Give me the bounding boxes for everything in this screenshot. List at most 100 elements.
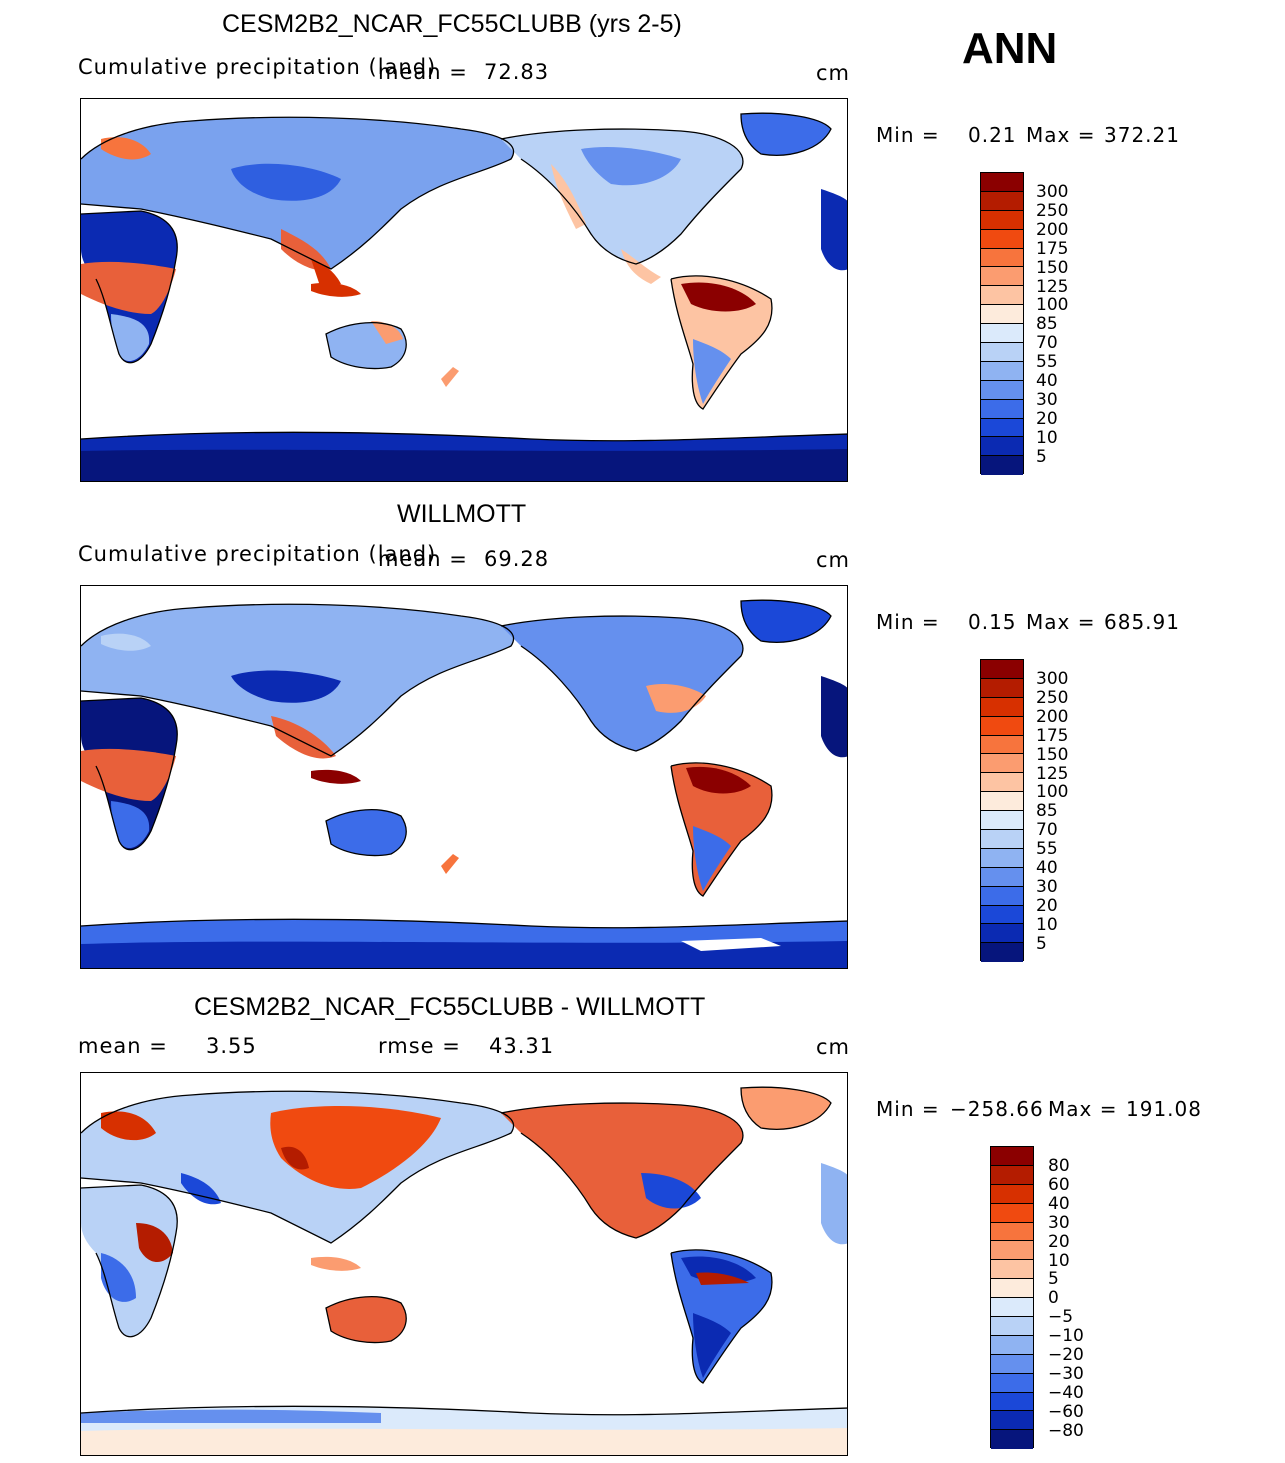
colorbar-diff-tick-label: −20 [1048, 1345, 1084, 1365]
colorbar-abs-tick-label: 250 [1036, 687, 1069, 708]
colorbar-abs-swatch [981, 399, 1023, 419]
colorbar-abs-tick-label: 40 [1036, 371, 1058, 391]
colorbar-diff-tick-label: 10 [1048, 1250, 1070, 1271]
colorbar-diff-tick-label: 20 [1048, 1231, 1070, 1252]
colorbar-abs-tick-label: 30 [1036, 389, 1058, 410]
panel2-colorbar [980, 659, 1024, 963]
colorbar-diff-tick-label: −30 [1048, 1363, 1084, 1384]
panel1-min-label: Min = [876, 123, 940, 147]
colorbar-diff-swatch [991, 1147, 1033, 1166]
colorbar-diff-swatch [991, 1430, 1033, 1450]
colorbar-abs-tick-label: 5 [1036, 933, 1047, 954]
colorbar-abs-tick-label: 10 [1036, 427, 1058, 448]
colorbar-diff-swatch [991, 1241, 1033, 1261]
colorbar-abs-tick-label: 5 [1036, 446, 1047, 467]
colorbar-abs-swatch [981, 437, 1023, 457]
colorbar-abs-swatch [981, 456, 1023, 476]
panel1-units: cm [816, 61, 851, 85]
colorbar-diff-tick-label: −80 [1048, 1420, 1084, 1441]
panel1-map [80, 98, 848, 482]
colorbar-diff-swatch [991, 1298, 1033, 1318]
panel3-max-value: 191.08 [1126, 1097, 1202, 1121]
north-america [501, 129, 743, 264]
panel2-max-value: 685.91 [1104, 610, 1180, 634]
panel3-rmse-value: 43.31 [489, 1034, 555, 1058]
colorbar-abs-swatch [981, 324, 1023, 344]
panel3-rmse-label: rmse = [378, 1034, 461, 1058]
panel1-colorbar [980, 172, 1024, 476]
colorbar-abs-tick-label: 10 [1036, 914, 1058, 935]
colorbar-abs-tick-label: 175 [1036, 238, 1069, 259]
colorbar-abs-tick-label: 70 [1036, 820, 1058, 841]
colorbar-abs-tick-label: 200 [1036, 706, 1069, 727]
colorbar-abs-tick-label: 200 [1036, 219, 1069, 240]
colorbar-diff-swatch [991, 1165, 1033, 1185]
colorbar-abs-swatch [981, 867, 1023, 887]
colorbar-diff-swatch [991, 1392, 1033, 1412]
colorbar-abs-swatch [981, 773, 1023, 793]
colorbar-abs-swatch [981, 210, 1023, 230]
colorbar-diff-swatch [991, 1203, 1033, 1223]
colorbar-abs-swatch [981, 361, 1023, 381]
panel1-min-value: 0.21 [968, 123, 1017, 147]
colorbar-abs-tick-label: 20 [1036, 895, 1058, 916]
colorbar-abs-swatch [981, 943, 1023, 963]
colorbar-abs-tick-label: 150 [1036, 257, 1069, 278]
colorbar-abs-tick-label: 125 [1036, 276, 1069, 297]
panel3-title: CESM2B2_NCAR_FC55CLUBB - WILLMOTT [194, 993, 706, 1021]
colorbar-abs-tick-label: 300 [1036, 182, 1069, 202]
panel3-units: cm [816, 1035, 851, 1059]
colorbar-diff-tick-label: 80 [1048, 1156, 1070, 1176]
colorbar-abs-swatch [981, 286, 1023, 306]
colorbar-abs-tick-label: 20 [1036, 408, 1058, 429]
colorbar-abs-swatch [981, 754, 1023, 774]
panel1-mean-label: mean = [378, 60, 468, 84]
season-label: ANN [962, 24, 1058, 73]
panel2-max-label: Max = [1026, 610, 1096, 634]
colorbar-diff-tick-label: 0 [1048, 1288, 1059, 1309]
colorbar-diff-swatch [991, 1354, 1033, 1374]
panel2-units: cm [816, 548, 851, 572]
colorbar-diff-swatch [991, 1222, 1033, 1242]
colorbar-abs-swatch [981, 380, 1023, 400]
colorbar-abs-tick-label: 300 [1036, 669, 1069, 689]
colorbar-abs-swatch [981, 830, 1023, 849]
colorbar-abs-swatch [981, 735, 1023, 755]
colorbar-abs-swatch [981, 191, 1023, 211]
colorbar-abs-swatch [981, 716, 1023, 736]
colorbar-abs-swatch [981, 678, 1023, 698]
colorbar-diff-swatch [991, 1335, 1033, 1355]
panel2-min-value: 0.15 [968, 610, 1017, 634]
colorbar-diff-tick-label: −40 [1048, 1382, 1084, 1403]
colorbar-diff-tick-label: 60 [1048, 1174, 1070, 1195]
colorbar-abs-tick-label: 85 [1036, 801, 1058, 822]
colorbar-abs-swatch [981, 418, 1023, 438]
panel2-mean-value: 69.28 [484, 547, 550, 571]
colorbar-diff-tick-label: 40 [1048, 1193, 1070, 1214]
colorbar-abs-swatch [981, 905, 1023, 925]
colorbar-diff-tick-label: −5 [1048, 1307, 1074, 1328]
colorbar-abs-swatch [981, 886, 1023, 906]
panel3-min-label: Min = [876, 1097, 940, 1121]
panel2-min-label: Min = [876, 610, 940, 634]
panel3-max-label: Max = [1048, 1097, 1118, 1121]
colorbar-abs-swatch [981, 305, 1023, 325]
panel2-title: WILLMOTT [397, 500, 527, 528]
colorbar-abs-swatch [981, 811, 1023, 831]
panel3-min-value: −258.66 [950, 1097, 1044, 1121]
panel3-map [80, 1072, 848, 1456]
colorbar-diff-swatch [991, 1184, 1033, 1204]
colorbar-diff-tick-label: −60 [1048, 1401, 1084, 1422]
colorbar-abs-swatch [981, 343, 1023, 362]
colorbar-abs-tick-label: 125 [1036, 763, 1069, 784]
panel1-title: CESM2B2_NCAR_FC55CLUBB (yrs 2-5) [222, 10, 682, 38]
colorbar-abs-tick-label: 70 [1036, 333, 1058, 354]
colorbar-abs-tick-label: 30 [1036, 876, 1058, 897]
colorbar-diff-swatch [991, 1411, 1033, 1431]
colorbar-abs-tick-label: 100 [1036, 295, 1069, 316]
panel2-map [80, 585, 848, 969]
panel1-max-value: 372.21 [1104, 123, 1180, 147]
colorbar-abs-swatch [981, 792, 1023, 812]
panel2-mean-label: mean = [378, 547, 468, 571]
colorbar-abs-swatch [981, 924, 1023, 944]
